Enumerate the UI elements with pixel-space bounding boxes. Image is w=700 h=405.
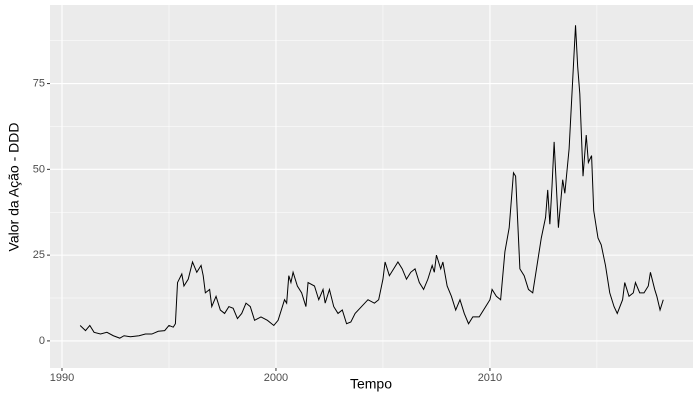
x-tick-label: 1990 — [50, 372, 74, 384]
y-tick-label: 75 — [33, 77, 45, 89]
line — [79, 25, 664, 339]
x-tick-label: 2010 — [478, 372, 502, 384]
panel — [50, 5, 693, 368]
x-axis-title: Tempo — [350, 376, 392, 392]
y-axis-title: Valor da Ação - DDD — [6, 123, 22, 252]
y-tick-label: 25 — [33, 249, 45, 261]
x-tick-label: 2000 — [264, 372, 288, 384]
y-tick-label: 0 — [39, 335, 45, 347]
y-tick-label: 50 — [33, 163, 45, 175]
